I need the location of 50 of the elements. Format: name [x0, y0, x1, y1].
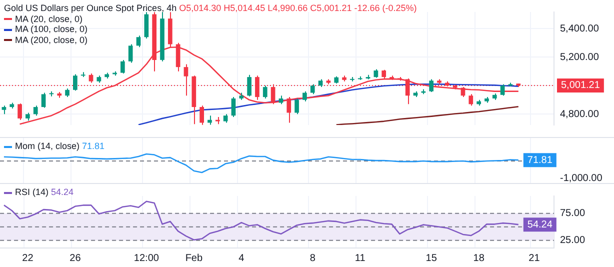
- candlestick: [500, 84, 505, 96]
- x-tick-label: 4: [238, 252, 245, 264]
- x-tick-label: 8: [310, 252, 316, 264]
- candlestick: [270, 84, 276, 105]
- candlestick: [73, 74, 78, 92]
- legend-label: RSI (14): [15, 187, 50, 197]
- candlestick: [262, 85, 268, 99]
- legend-label: Mom (14, close): [15, 141, 81, 151]
- legend-label: MA (100, close, 0): [15, 24, 88, 34]
- candlestick: [120, 59, 125, 74]
- y-tick-label: 4,800.00: [560, 108, 600, 120]
- x-tick-label: 22: [22, 252, 34, 264]
- chart-title: Gold US Dollars per Ounce Spot Prices, 4h: [4, 3, 178, 13]
- x-tick-label: 15: [426, 252, 438, 264]
- candlestick: [310, 84, 315, 95]
- y-tick-label: 5,200.00: [560, 52, 600, 63]
- candlestick: [18, 102, 22, 120]
- annotation: O5,014.30 H5,014.45 L4,990.66 C5,001.21 -12.66 (-0.25%): [179, 3, 417, 13]
- x-tick-label: 21: [528, 252, 540, 264]
- annotation: 71.81: [527, 154, 553, 166]
- y-tick-label: 5,400.00: [560, 23, 600, 34]
- candlestick: [41, 92, 46, 108]
- legend-label: MA (200, close, 0): [15, 34, 88, 44]
- text: 54.24: [51, 187, 74, 197]
- candlestick: [208, 115, 212, 126]
- y-tick-label: 25.00: [560, 235, 586, 246]
- data-label: 54.24: [527, 219, 553, 230]
- candlestick: [200, 105, 204, 126]
- candlestick: [294, 98, 299, 115]
- candlestick: [231, 96, 236, 118]
- candlestick: [144, 12, 149, 40]
- candlestick: [136, 35, 141, 48]
- x-tick-label: 18: [473, 252, 485, 264]
- legend-label: MA (20, close, 0): [15, 14, 83, 24]
- candlestick: [247, 74, 252, 97]
- y-tick-label: 75.00: [560, 208, 586, 220]
- text: 71.81: [82, 141, 105, 151]
- x-tick-label: Feb: [185, 252, 203, 264]
- ref-line-label: 5,001.21: [561, 80, 600, 92]
- candlestick: [468, 94, 474, 106]
- x-tick-label: 26: [70, 252, 82, 264]
- candlestick: [184, 64, 188, 96]
- candlestick: [88, 72, 94, 84]
- candlestick: [302, 90, 307, 102]
- text: -1,000.00: [560, 172, 603, 184]
- candlestick: [128, 44, 133, 64]
- x-tick-label: 11: [354, 252, 366, 264]
- candlestick: [429, 78, 434, 93]
- candlestick: [33, 105, 38, 116]
- x-tick-label: 12:00: [134, 252, 160, 264]
